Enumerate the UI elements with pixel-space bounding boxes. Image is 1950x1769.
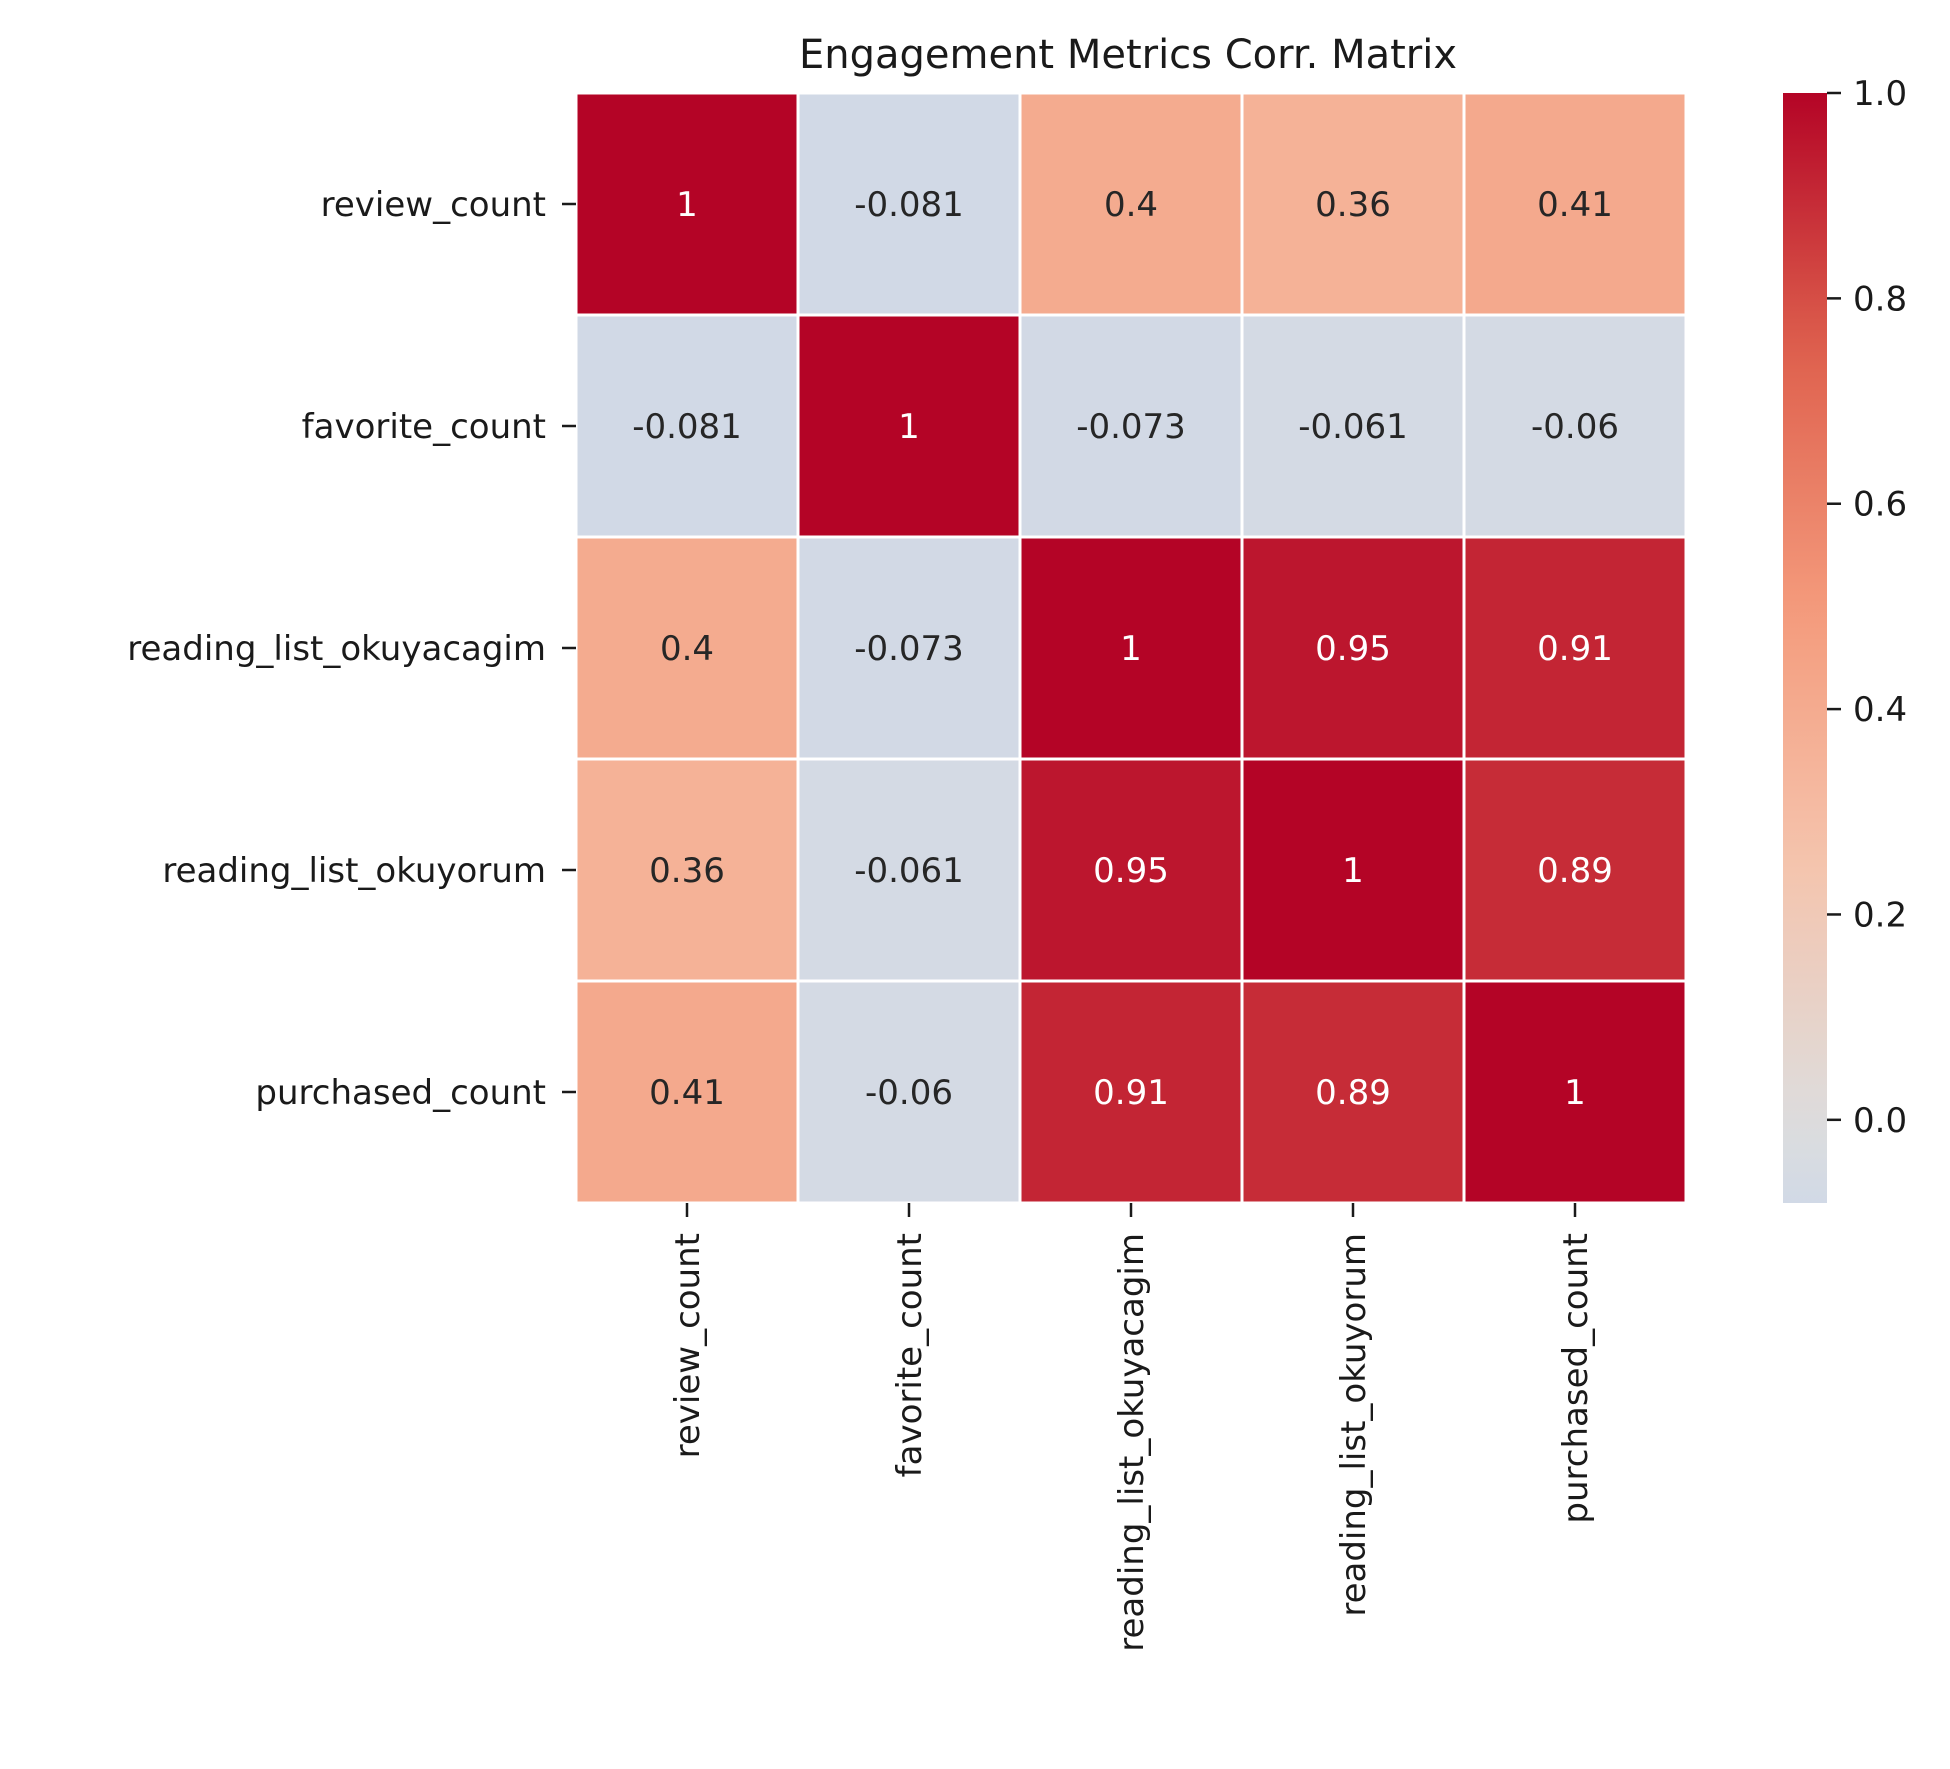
cell-value-label: 0.41 bbox=[1537, 185, 1613, 225]
heatmap-cell bbox=[796, 91, 1022, 317]
heatmap-cell bbox=[574, 313, 800, 539]
cell-value-label: 0.89 bbox=[1315, 1073, 1391, 1113]
heatmap-cell-labels: 1 -0.081 0.4 0.36 0.41-0.081 1 -0.073 -0.061 -0.… bbox=[632, 185, 1619, 1113]
heatmap-cell bbox=[1462, 535, 1688, 761]
heatmap-cell bbox=[1018, 91, 1244, 317]
colorbar: 0.0 0.2 0.4 0.6 0.8 1.0 bbox=[1783, 74, 1907, 1203]
y-tick-label: review_count bbox=[321, 185, 546, 225]
y-tick-label: reading_list_okuyorum bbox=[162, 851, 546, 891]
heatmap-cell bbox=[574, 91, 800, 317]
heatmap-cell bbox=[1018, 979, 1244, 1205]
cell-value-label: -0.081 bbox=[854, 185, 964, 225]
heatmap-cell bbox=[1240, 91, 1466, 317]
heatmap-cell bbox=[1462, 313, 1688, 539]
heatmap-cell bbox=[574, 979, 800, 1205]
colorbar-tick-label: 0.0 bbox=[1853, 1101, 1907, 1141]
x-axis: review_count favorite_count reading_list_o… bbox=[668, 1203, 1596, 1652]
x-tick-label: purchased_count bbox=[1556, 1233, 1596, 1524]
heatmap-cell bbox=[1240, 757, 1466, 983]
cell-value-label: 0.91 bbox=[1537, 629, 1613, 669]
y-axis: review_count favorite_count reading_list_o… bbox=[127, 185, 576, 1113]
y-tick-label: reading_list_okuyacagim bbox=[127, 629, 546, 669]
cell-value-label: 0.95 bbox=[1315, 629, 1391, 669]
cell-value-label: 0.4 bbox=[1104, 185, 1158, 225]
cell-value-label: -0.06 bbox=[865, 1073, 953, 1113]
cell-value-label: -0.061 bbox=[854, 851, 964, 891]
cell-value-label: 0.89 bbox=[1537, 851, 1613, 891]
cell-value-label: 1 bbox=[1120, 629, 1142, 669]
cell-value-label: 0.95 bbox=[1093, 851, 1169, 891]
colorbar-tick-label: 0.2 bbox=[1853, 895, 1907, 935]
cell-value-label: 0.4 bbox=[660, 629, 714, 669]
heatmap-cell bbox=[1018, 313, 1244, 539]
cell-value-label: -0.081 bbox=[632, 407, 742, 447]
cell-value-label: 0.91 bbox=[1093, 1073, 1169, 1113]
heatmap-cell bbox=[1462, 91, 1688, 317]
cell-value-label: -0.073 bbox=[1076, 407, 1186, 447]
x-tick-label: reading_list_okuyorum bbox=[1334, 1233, 1374, 1617]
cell-value-label: 0.36 bbox=[1315, 185, 1391, 225]
colorbar-tick-label: 0.4 bbox=[1853, 690, 1907, 730]
cell-value-label: -0.06 bbox=[1531, 407, 1619, 447]
heatmap-cell bbox=[796, 979, 1022, 1205]
y-tick-label: favorite_count bbox=[302, 407, 546, 447]
heatmap-cell bbox=[1240, 535, 1466, 761]
heatmap-cell bbox=[1018, 535, 1244, 761]
cell-value-label: 1 bbox=[1564, 1073, 1586, 1113]
colorbar-gradient bbox=[1783, 93, 1827, 1203]
heatmap-cell bbox=[1462, 757, 1688, 983]
cell-value-label: 0.41 bbox=[649, 1073, 725, 1113]
colorbar-tick-label: 1.0 bbox=[1853, 74, 1907, 114]
heatmap-cell bbox=[1018, 757, 1244, 983]
cell-value-label: 0.36 bbox=[649, 851, 725, 891]
heatmap-cell bbox=[796, 535, 1022, 761]
colorbar-tick-label: 0.8 bbox=[1853, 279, 1907, 319]
cell-value-label: -0.073 bbox=[854, 629, 964, 669]
heatmap-cells bbox=[574, 91, 1688, 1205]
heatmap-cell bbox=[1462, 979, 1688, 1205]
colorbar-tick-label: 0.6 bbox=[1853, 485, 1907, 525]
cell-value-label: 1 bbox=[676, 185, 698, 225]
heatmap-cell bbox=[796, 757, 1022, 983]
y-tick-label: purchased_count bbox=[255, 1073, 546, 1113]
cell-value-label: 1 bbox=[1342, 851, 1364, 891]
x-tick-label: reading_list_okuyacagim bbox=[1112, 1233, 1152, 1652]
x-tick-label: review_count bbox=[668, 1233, 708, 1458]
cell-value-label: 1 bbox=[898, 407, 920, 447]
x-tick-label: favorite_count bbox=[890, 1233, 930, 1477]
cell-value-label: -0.061 bbox=[1298, 407, 1408, 447]
chart-title: Engagement Metrics Corr. Matrix bbox=[799, 32, 1457, 78]
